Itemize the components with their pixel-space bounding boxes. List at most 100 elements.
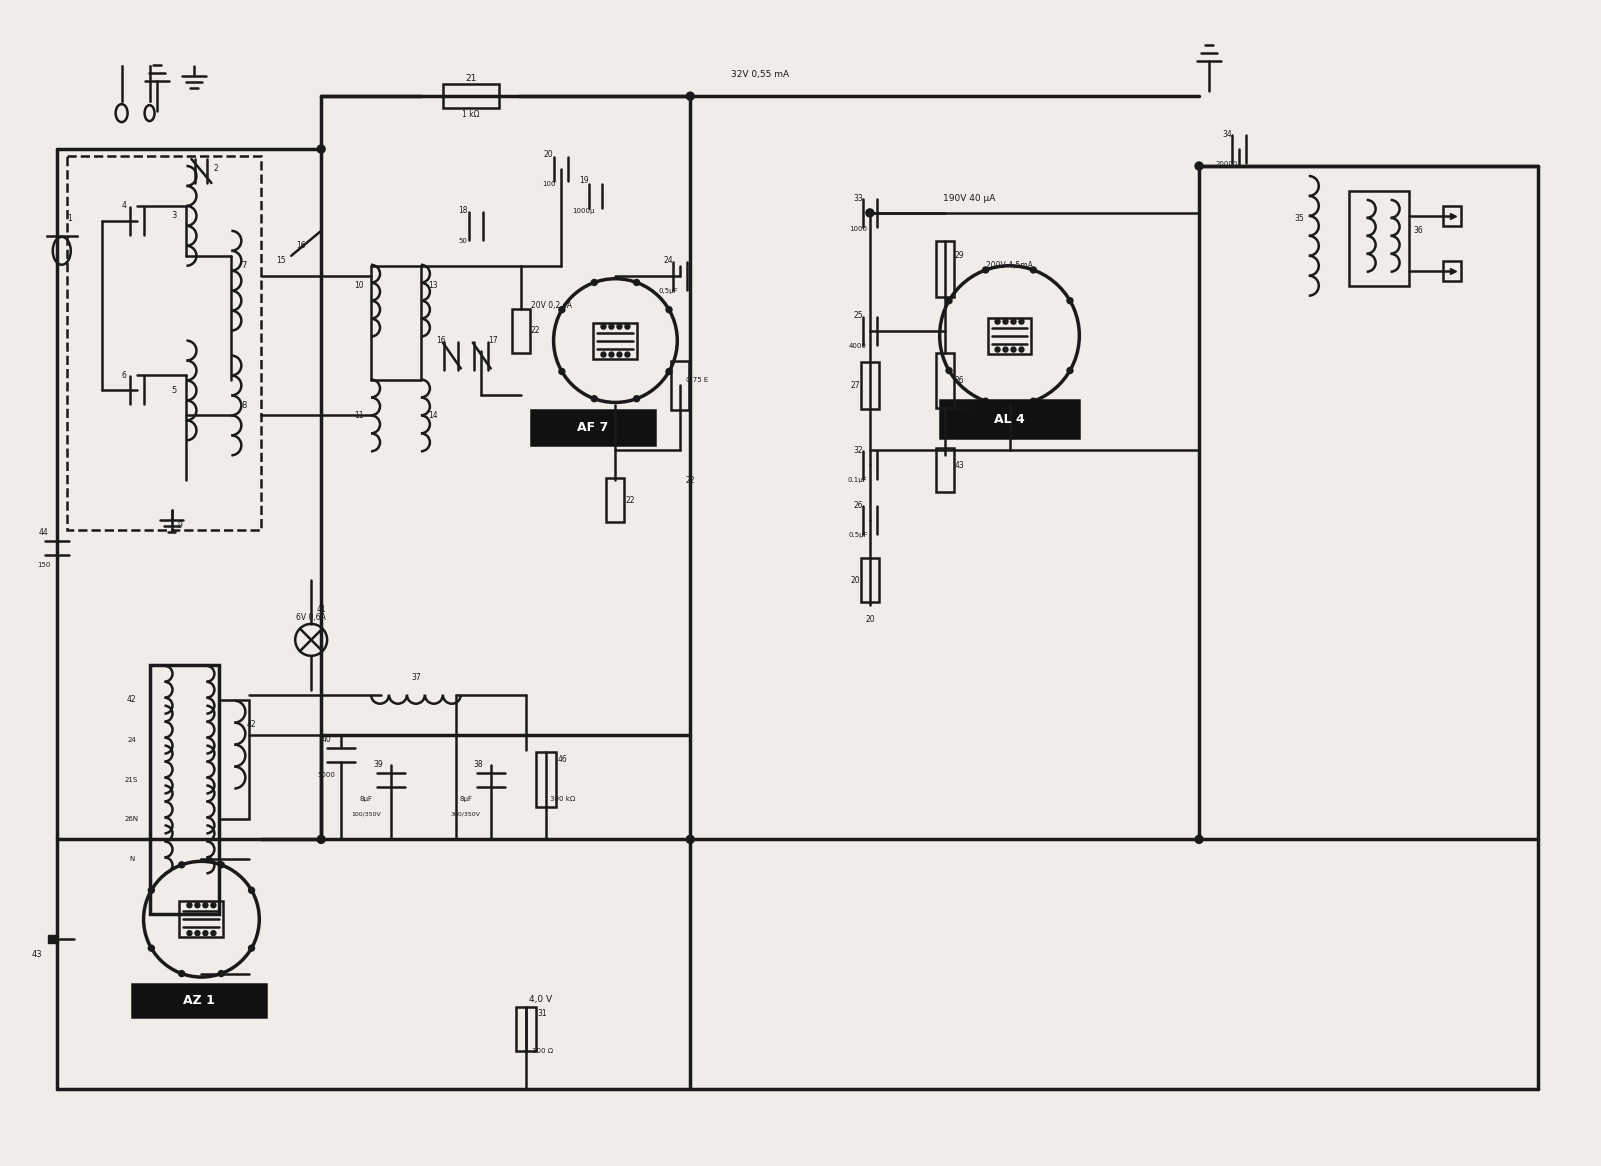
- Text: 19: 19: [578, 176, 588, 185]
- Circle shape: [946, 297, 953, 303]
- Text: 42: 42: [126, 695, 136, 704]
- Text: 20V 0,2 cA: 20V 0,2 cA: [530, 301, 572, 310]
- Text: 44: 44: [38, 528, 48, 536]
- Text: 1000μ: 1000μ: [572, 208, 594, 213]
- Bar: [671, 360, 690, 410]
- Text: 22: 22: [626, 496, 636, 505]
- Circle shape: [559, 307, 565, 312]
- Circle shape: [149, 887, 154, 893]
- Circle shape: [187, 930, 192, 935]
- Text: 43: 43: [954, 461, 964, 470]
- Text: 31: 31: [538, 1010, 548, 1018]
- Bar: [935, 241, 954, 296]
- Text: 13: 13: [427, 281, 437, 290]
- Circle shape: [218, 862, 224, 868]
- Text: 20: 20: [544, 149, 554, 159]
- Text: 100/350V: 100/350V: [351, 812, 381, 817]
- Text: 21S: 21S: [125, 777, 138, 782]
- Text: 32V 0,55 mA: 32V 0,55 mA: [732, 70, 789, 79]
- Text: 22: 22: [532, 326, 541, 335]
- Circle shape: [624, 352, 629, 357]
- Circle shape: [983, 399, 988, 405]
- Text: 40: 40: [322, 735, 331, 744]
- Circle shape: [149, 946, 154, 951]
- Text: 10: 10: [354, 281, 363, 290]
- Text: 200V 4,5mA: 200V 4,5mA: [986, 261, 1033, 271]
- Circle shape: [866, 209, 874, 217]
- Circle shape: [666, 307, 672, 312]
- Text: 16: 16: [296, 241, 306, 251]
- Text: 29: 29: [954, 252, 964, 260]
- Text: 1: 1: [67, 215, 72, 224]
- Text: 150: 150: [37, 562, 51, 568]
- Text: 21: 21: [466, 73, 477, 83]
- Text: 300 kΩ: 300 kΩ: [549, 796, 575, 802]
- Bar: [536, 752, 556, 808]
- Bar: [179, 901, 224, 937]
- Text: 8: 8: [242, 401, 247, 410]
- Text: 43: 43: [32, 949, 42, 958]
- Bar: [1348, 191, 1409, 286]
- Circle shape: [203, 930, 208, 935]
- Circle shape: [624, 324, 629, 329]
- Bar: [1444, 206, 1462, 226]
- Text: 3: 3: [171, 211, 176, 220]
- Circle shape: [1010, 347, 1017, 352]
- Circle shape: [1010, 319, 1017, 324]
- Text: 0.5μF: 0.5μF: [849, 532, 868, 539]
- Text: 24: 24: [126, 737, 136, 743]
- Circle shape: [211, 902, 216, 907]
- Bar: [530, 410, 655, 445]
- Circle shape: [600, 324, 605, 329]
- Circle shape: [187, 902, 192, 907]
- Text: 26N: 26N: [125, 816, 139, 822]
- Circle shape: [591, 395, 597, 402]
- Circle shape: [996, 319, 1001, 324]
- Text: 22: 22: [685, 476, 695, 485]
- Bar: [1444, 261, 1462, 281]
- Bar: [940, 400, 1079, 438]
- Circle shape: [1018, 347, 1025, 352]
- Text: 5: 5: [171, 386, 176, 395]
- Text: 1000: 1000: [849, 226, 866, 232]
- Text: 0,75 E: 0,75 E: [687, 378, 708, 384]
- Circle shape: [634, 395, 639, 402]
- Circle shape: [1031, 267, 1036, 273]
- Bar: [594, 323, 637, 358]
- Circle shape: [1002, 347, 1009, 352]
- Text: 100 Ω: 100 Ω: [532, 1048, 554, 1054]
- Circle shape: [634, 280, 639, 286]
- Text: 38: 38: [472, 760, 482, 770]
- Circle shape: [317, 835, 325, 843]
- Text: 26: 26: [954, 375, 964, 385]
- Bar: [935, 352, 954, 408]
- Text: 0,5μF: 0,5μF: [658, 288, 679, 294]
- Bar: [219, 700, 250, 820]
- Text: N: N: [130, 856, 134, 863]
- Circle shape: [1066, 367, 1073, 373]
- Text: 16: 16: [435, 336, 445, 345]
- Text: 41: 41: [317, 605, 327, 614]
- Text: 26: 26: [853, 500, 863, 510]
- Text: 36: 36: [1414, 226, 1423, 236]
- Text: 1 kΩ: 1 kΩ: [463, 110, 480, 119]
- Text: 46: 46: [557, 756, 567, 764]
- Circle shape: [616, 352, 621, 357]
- Text: 27: 27: [850, 381, 860, 389]
- Text: 100: 100: [541, 181, 556, 187]
- Text: 37: 37: [411, 673, 421, 682]
- Circle shape: [1194, 162, 1202, 170]
- Text: 50: 50: [458, 238, 467, 244]
- Circle shape: [591, 280, 597, 286]
- Circle shape: [608, 324, 613, 329]
- Circle shape: [179, 970, 184, 977]
- Text: 190V 40 μA: 190V 40 μA: [943, 195, 996, 203]
- Circle shape: [1018, 319, 1025, 324]
- Text: 17: 17: [488, 336, 498, 345]
- Text: 0.1μF: 0.1μF: [849, 477, 868, 483]
- Circle shape: [1194, 835, 1202, 843]
- Text: 33: 33: [853, 195, 863, 203]
- Text: 7: 7: [242, 261, 247, 271]
- Text: 18: 18: [458, 206, 467, 216]
- Circle shape: [946, 367, 953, 373]
